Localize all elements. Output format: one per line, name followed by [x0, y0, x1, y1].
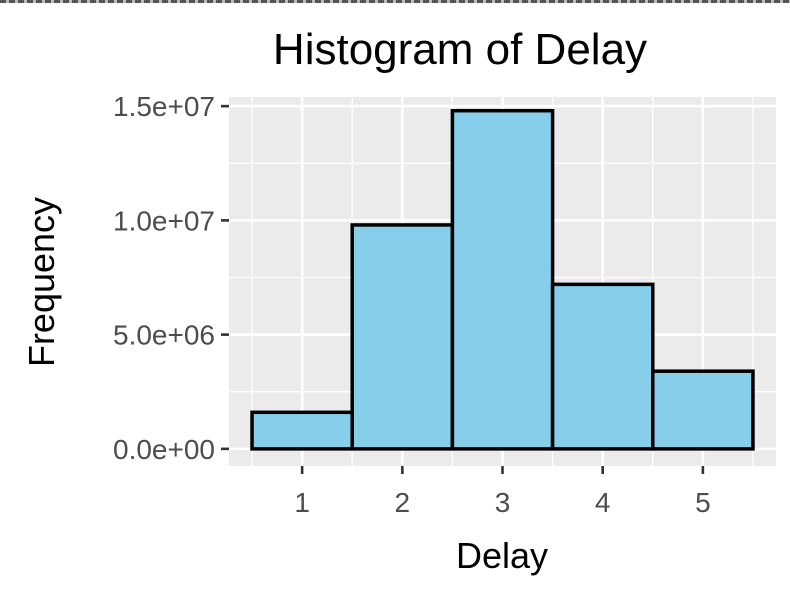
top-dashed-rule — [0, 0, 790, 3]
y-axis-title: Frequency — [21, 197, 62, 367]
x-tick-label: 2 — [395, 487, 411, 518]
y-tick-label: 5.0e+06 — [113, 320, 215, 351]
x-axis: 1 2 3 4 5 — [294, 466, 711, 518]
y-tick-label: 0.0e+00 — [113, 434, 215, 465]
x-tick-label: 1 — [294, 487, 310, 518]
bars — [250, 108, 755, 451]
histogram-bar-1 — [250, 410, 354, 451]
x-axis-title: Delay — [456, 535, 548, 576]
y-tick-label: 1.0e+07 — [113, 205, 215, 236]
chart-title: Histogram of Delay — [273, 25, 647, 74]
x-tick-label: 3 — [495, 487, 511, 518]
histogram-bar-2 — [350, 223, 455, 451]
histogram-bar-5 — [651, 369, 755, 451]
x-tick-label: 4 — [595, 487, 611, 518]
y-tick-label: 1.5e+07 — [113, 91, 215, 122]
y-axis: 0.0e+00 5.0e+06 1.0e+07 1.5e+07 — [113, 91, 229, 465]
histogram-bar-3 — [450, 108, 555, 451]
histogram-bar-4 — [550, 282, 655, 451]
x-tick-label: 5 — [695, 487, 711, 518]
